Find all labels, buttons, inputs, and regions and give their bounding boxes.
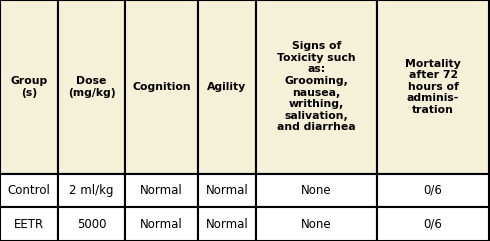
- Bar: [125, 174, 198, 207]
- Text: None: None: [301, 218, 332, 231]
- Bar: [58, 0, 125, 174]
- Text: 2 ml/kg: 2 ml/kg: [70, 184, 114, 197]
- Text: Control: Control: [7, 184, 50, 197]
- Text: Normal: Normal: [140, 218, 183, 231]
- Text: Normal: Normal: [205, 184, 248, 197]
- Text: Mortality
after 72
hours of
adminis-
tration: Mortality after 72 hours of adminis- tra…: [405, 59, 461, 115]
- Text: Dose
(mg/kg): Dose (mg/kg): [68, 76, 116, 98]
- Text: Normal: Normal: [140, 184, 183, 197]
- Text: Cognition: Cognition: [132, 82, 191, 92]
- Bar: [256, 174, 377, 207]
- Bar: [198, 0, 256, 174]
- Bar: [256, 0, 377, 174]
- Text: Signs of
Toxicity such
as:
Grooming,
nausea,
writhing,
salivation,
and diarrhea: Signs of Toxicity such as: Grooming, nau…: [277, 41, 356, 132]
- Text: EETR: EETR: [14, 218, 44, 231]
- Bar: [0, 174, 58, 207]
- Bar: [256, 207, 377, 241]
- Bar: [0, 0, 58, 174]
- Bar: [125, 0, 198, 174]
- Bar: [0, 207, 58, 241]
- Text: 5000: 5000: [77, 218, 106, 231]
- Bar: [198, 207, 256, 241]
- Bar: [58, 207, 125, 241]
- Bar: [198, 174, 256, 207]
- Bar: [377, 0, 489, 174]
- Bar: [125, 207, 198, 241]
- Bar: [377, 174, 489, 207]
- Text: 0/6: 0/6: [424, 218, 442, 231]
- Text: Agility: Agility: [207, 82, 246, 92]
- Bar: [377, 207, 489, 241]
- Text: Group
(s): Group (s): [10, 76, 48, 98]
- Text: Normal: Normal: [205, 218, 248, 231]
- Bar: [58, 174, 125, 207]
- Text: 0/6: 0/6: [424, 184, 442, 197]
- Text: None: None: [301, 184, 332, 197]
